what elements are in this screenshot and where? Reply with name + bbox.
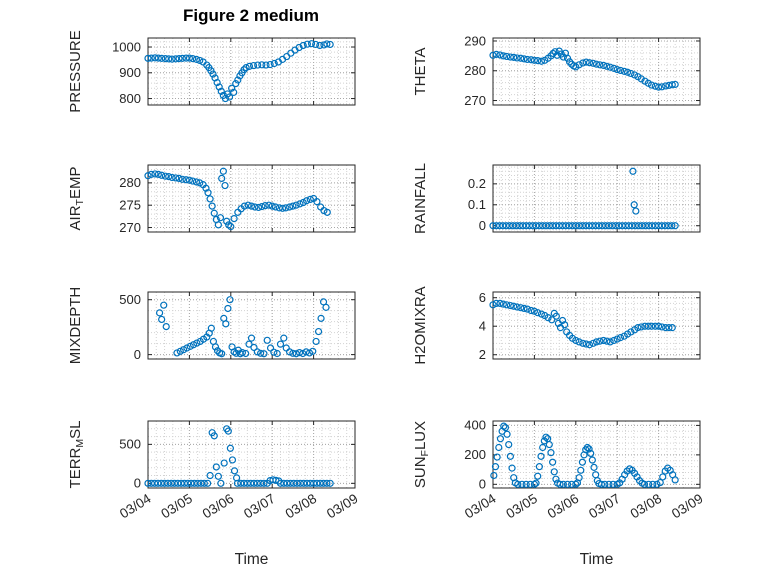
svg-text:03/06: 03/06 [200,491,237,522]
axes-box [492,164,701,233]
svg-text:0: 0 [479,477,486,492]
x-tick-labels: 03/04 03/05 03/06 03/07 03/08 03/09 [117,491,361,522]
plot-background [493,292,700,359]
svg-text:280: 280 [464,63,486,78]
chart-svg-h2omixra: 2 4 6 H2OMIXRA [412,286,701,365]
data-points [489,47,679,91]
svg-text:4: 4 [479,319,486,334]
y-tick-labels: 270 275 280 [119,175,141,235]
svg-text:200: 200 [464,447,486,462]
x-tick-labels: 03/04 03/05 03/06 03/07 03/08 03/09 [462,491,706,522]
y-tick-labels: 0 500 [119,437,141,491]
svg-text:270: 270 [119,220,141,235]
svg-text:03/05: 03/05 [503,491,540,522]
y-axis-label: RAINFALL [412,163,429,234]
svg-text:400: 400 [464,418,486,433]
data-points [489,167,679,230]
chart-svg-theta: 270 280 290 THETA [412,33,701,108]
plot-background [148,421,355,488]
axes-box [147,420,356,489]
chart-svg-terr_msl: 0 500 03/04 03/05 03/06 03/07 03/08 03/09 Time TE… [67,420,361,568]
svg-text:03/08: 03/08 [628,491,665,522]
data-points [144,40,334,103]
y-tick-labels: 270 280 290 [464,33,486,108]
chart-svg-pressure: 800 900 1000 PRESSURE [67,30,356,113]
svg-text:800: 800 [119,91,141,106]
y-axis-label: THETA [412,47,429,95]
subplot-pressure: 800 900 1000 PRESSURE [53,28,367,188]
data-points [490,422,679,488]
chart-svg-sun_flux: 0 200 400 03/04 03/05 03/06 03/07 03/08 03/09 Tim… [412,418,706,568]
svg-text:0.2: 0.2 [468,176,486,191]
axes-box [147,164,356,233]
svg-text:275: 275 [119,197,141,212]
svg-text:500: 500 [119,292,141,307]
y-tick-labels: 0 200 400 [464,418,486,492]
svg-text:2: 2 [479,347,486,362]
svg-text:280: 280 [119,175,141,190]
figure-title: Figure 2 medium [182,6,320,25]
data-points [144,167,331,231]
svg-text:03/04: 03/04 [117,491,154,522]
subplot-theta: 270 280 290 THETA [398,28,712,188]
svg-text:03/09: 03/09 [324,491,361,522]
chart-svg-air_temp: 270 275 280 AIRTEMP [67,164,356,235]
svg-text:03/08: 03/08 [283,491,320,522]
tick-marks [147,38,356,105]
x-axis-label: Time [235,551,269,568]
svg-text:0: 0 [134,347,141,362]
tick-marks [147,165,356,232]
svg-text:6: 6 [479,290,486,305]
axes-box [492,37,701,106]
subplot-terr-msl: 0 500 03/04 03/05 03/06 03/07 03/08 03/09 Time TE… [53,411,367,571]
tick-marks [492,292,701,359]
data-points [155,296,330,358]
y-axis-label: TERRMSL [67,421,86,489]
subplot-rainfall: 0 0.1 0.2 RAINFALL [398,155,712,315]
y-axis-label: AIRTEMP [67,167,86,231]
svg-text:270: 270 [464,93,486,108]
y-axis-label: SUNFLUX [412,421,431,488]
axes-box [492,291,701,360]
plot-background [148,38,355,105]
subplot-air-temp: 270 275 280 AIRTEMP [53,155,367,315]
y-axis-label: MIXDEPTH [67,287,84,365]
svg-text:0.1: 0.1 [468,197,486,212]
y-axis-label: PRESSURE [67,30,84,113]
svg-text:03/07: 03/07 [586,491,623,522]
svg-text:03/07: 03/07 [241,491,278,522]
svg-text:03/09: 03/09 [669,491,706,522]
data-points [489,299,676,349]
chart-svg-mixdepth: 0 500 MIXDEPTH [67,287,356,365]
y-tick-labels: 0 0.1 0.2 [468,176,486,233]
tick-marks [147,292,356,359]
svg-text:0: 0 [134,476,141,491]
x-axis-label: Time [580,551,614,568]
svg-text:290: 290 [464,33,486,48]
y-tick-labels: 0 500 [119,292,141,362]
subplot-mixdepth: 0 500 MIXDEPTH [53,282,367,442]
y-tick-labels: 800 900 1000 [112,39,141,106]
y-tick-labels: 2 4 6 [479,290,486,362]
svg-text:03/06: 03/06 [545,491,582,522]
axes-box [147,37,356,106]
plot-background [493,165,700,232]
svg-text:500: 500 [119,437,141,452]
plot-background [493,38,700,105]
y-axis-label: H2OMIXRA [412,286,429,364]
svg-text:03/05: 03/05 [158,491,195,522]
axes-box [147,291,356,360]
svg-text:1000: 1000 [112,39,141,54]
tick-marks [492,38,701,105]
subplot-sun-flux: 0 200 400 03/04 03/05 03/06 03/07 03/08 03/09 Tim… [398,411,712,571]
subplot-h2omixra: 2 4 6 H2OMIXRA [398,282,712,442]
data-points [144,425,334,487]
svg-text:03/04: 03/04 [462,491,499,522]
svg-text:0: 0 [479,218,486,233]
svg-text:900: 900 [119,65,141,80]
chart-svg-rainfall: 0 0.1 0.2 RAINFALL [412,163,701,234]
